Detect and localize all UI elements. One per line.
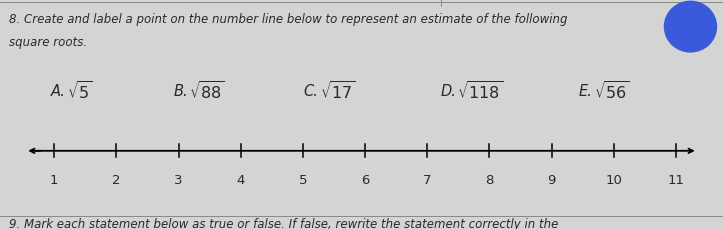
Text: B.: B. — [174, 84, 188, 99]
Text: 9. Mark each statement below as true or false. If false, rewrite the statement c: 9. Mark each statement below as true or … — [9, 218, 559, 229]
Text: 3: 3 — [174, 174, 183, 186]
Text: D.: D. — [441, 84, 457, 99]
Text: $\mathregular{\sqrt{17}}$: $\mathregular{\sqrt{17}}$ — [320, 81, 356, 103]
Ellipse shape — [664, 2, 716, 53]
Text: A.: A. — [51, 84, 66, 99]
Text: square roots.: square roots. — [9, 35, 87, 49]
Text: 10: 10 — [605, 174, 623, 186]
Text: 2: 2 — [112, 174, 121, 186]
Text: C.: C. — [304, 84, 319, 99]
Text: 8. Create and label a point on the number line below to represent an estimate of: 8. Create and label a point on the numbe… — [9, 13, 568, 26]
Text: $\mathregular{\sqrt{88}}$: $\mathregular{\sqrt{88}}$ — [189, 81, 226, 103]
Text: E.: E. — [578, 84, 592, 99]
Text: 8: 8 — [485, 174, 494, 186]
Text: $\mathregular{\sqrt{118}}$: $\mathregular{\sqrt{118}}$ — [457, 81, 503, 103]
Text: 11: 11 — [667, 174, 685, 186]
Text: 6: 6 — [361, 174, 369, 186]
Text: 7: 7 — [423, 174, 432, 186]
Text: $\mathregular{\sqrt{5}}$: $\mathregular{\sqrt{5}}$ — [67, 81, 93, 103]
Text: 5: 5 — [299, 174, 307, 186]
Text: $\mathregular{\sqrt{56}}$: $\mathregular{\sqrt{56}}$ — [594, 81, 630, 103]
Text: 1: 1 — [50, 174, 59, 186]
Text: 9: 9 — [547, 174, 556, 186]
Text: 4: 4 — [236, 174, 245, 186]
